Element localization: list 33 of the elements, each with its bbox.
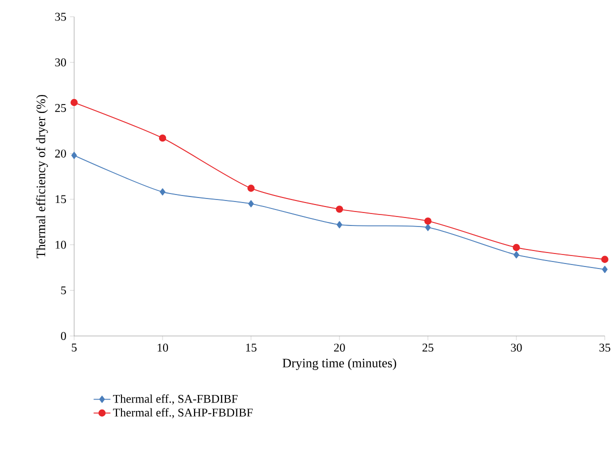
y-tick-label: 35 [55,12,66,21]
y-tick-label: 25 [55,104,66,112]
x-tick-label: 5 [72,343,77,352]
legend-label: Thermal eff., SA-FBDIBF [113,394,238,404]
point [424,217,432,224]
x-tick-label: 15 [246,343,256,352]
x-tick-label: 30 [511,343,522,352]
y-tick-label: 10 [56,240,66,249]
y-tick-label: 15 [56,195,66,203]
y-tick-label: 30 [55,58,66,66]
y-tick-label: 20 [55,149,66,158]
x-tick-label: 10 [158,343,168,352]
legend-label: Thermal eff., SAHP-FBDIBF [113,408,253,418]
point [71,152,77,159]
y-axis-title: Thermal efficiency of dryer (%) [36,94,48,258]
point [70,98,78,106]
point [602,266,608,273]
point [158,134,166,142]
x-tick-label: 35 [599,343,610,352]
point [425,224,431,231]
x-tick-label: 20 [334,343,345,352]
point [512,244,520,251]
point [336,205,344,213]
point [247,184,255,192]
point [514,251,520,258]
point [601,256,608,263]
x-tick-label: 25 [422,343,434,352]
point [248,200,254,208]
point [160,188,166,196]
x-axis-title: Drying time (minutes) [282,358,396,370]
y-tick-label: 5 [61,286,66,294]
y-tick-label: 0 [60,332,66,340]
point [336,220,342,228]
